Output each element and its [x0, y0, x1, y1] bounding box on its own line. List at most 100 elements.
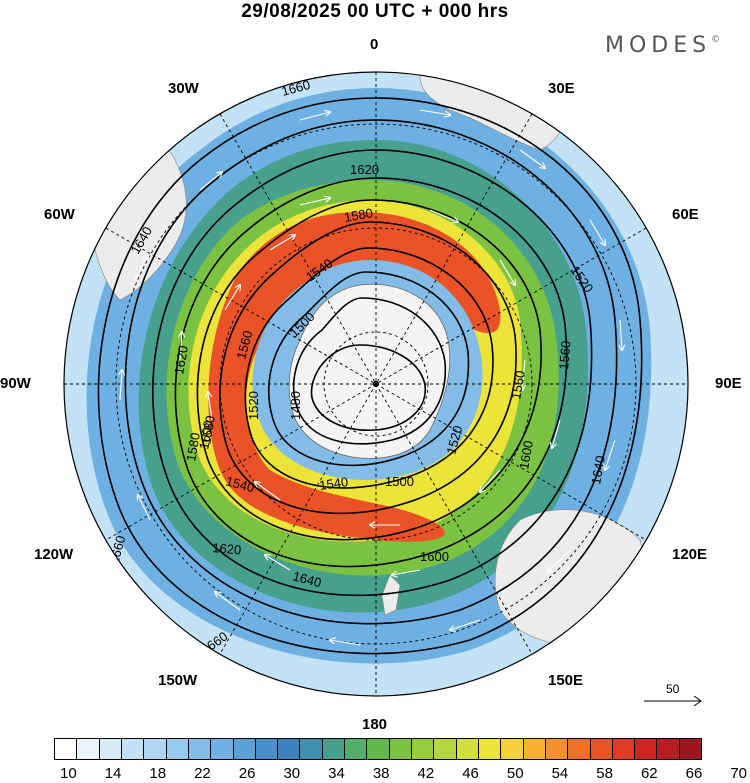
lon-label-60e: 60E [672, 206, 699, 223]
vector-scale-arrow [644, 695, 702, 707]
colorbar-swatch [478, 739, 502, 759]
colorbar-swatch [590, 739, 613, 759]
contour-label: 1580 [343, 205, 374, 225]
wind-vector [419, 109, 450, 115]
contour-1560 [219, 221, 517, 515]
colorbar-swatch [568, 739, 591, 759]
latitude-circle-outer [115, 123, 637, 645]
contour-1540 [244, 247, 494, 489]
wind-vector [224, 285, 240, 311]
contour-label: 1480 [288, 391, 303, 420]
colorbar [54, 738, 702, 760]
wind-vector [429, 209, 458, 222]
colorbar-tick-label: 62 [640, 765, 658, 782]
colorbar-swatch [99, 739, 122, 759]
colorbar-tick-label: 30 [283, 765, 301, 782]
wind-vector [480, 469, 501, 492]
brand-mark: © [711, 35, 721, 45]
south-pole-marker [373, 381, 379, 387]
wind-vector [620, 319, 622, 350]
colorbar-tick-label: 10 [60, 765, 77, 782]
brand-logo: MODES© [605, 33, 720, 58]
wind-vector [138, 495, 151, 521]
contour-label: 1600 [196, 419, 216, 450]
wind-vector [392, 569, 421, 575]
wind-vector [199, 172, 222, 191]
contour-label: 1520 [443, 424, 465, 456]
colorbar-swatch [55, 739, 78, 759]
colorbar-tick-label: 42 [417, 765, 435, 782]
colorbar-swatch [612, 739, 636, 759]
wind-vector [208, 392, 213, 421]
lon-label-30w: 30W [168, 80, 199, 97]
colorbar-swatch [255, 739, 279, 759]
colorbar-swatch [166, 739, 189, 759]
wind-vector [552, 419, 561, 448]
wind-vector [605, 439, 616, 470]
lon-label-60w: 60W [44, 206, 75, 223]
map-title: 29/08/2025 00 UTC + 000 hrs [241, 1, 509, 22]
colorbar-tick-label: 46 [462, 765, 479, 782]
colorbar-swatch [300, 739, 323, 759]
wind-vector [330, 640, 361, 646]
meridian-60w-120e [105, 227, 647, 541]
colorbar-swatch [211, 739, 234, 759]
wind-vector [180, 332, 182, 361]
colorbar-tick-label: 38 [372, 765, 390, 782]
colorbar-swatch [501, 739, 524, 759]
wind-vector [134, 255, 148, 281]
contour-label: 1540 [224, 473, 256, 495]
colorbar-labels: 10 14 18 22 26 30 34 38 42 46 50 54 58 62 66 70 [54, 765, 747, 783]
wind-vector [299, 198, 330, 206]
colorbar-tick-label: 18 [149, 765, 167, 782]
contour-1600 [174, 177, 568, 568]
lon-label-0: 0 [370, 36, 379, 53]
height-contours [97, 97, 643, 655]
lon-label-120w: 120W [34, 546, 74, 563]
colorbar-tick-label: 58 [596, 765, 613, 782]
colorbar-swatch [77, 739, 100, 759]
contour-label: 1560 [556, 340, 573, 370]
wind-vector [522, 359, 525, 390]
contour-1640 [124, 119, 618, 625]
wind-vectors [120, 109, 622, 646]
colorbar-swatch [456, 739, 479, 759]
colorbar-swatch [389, 739, 412, 759]
colorbar-tick-label: 50 [506, 765, 524, 782]
colorbar-swatch [412, 739, 435, 759]
contour-label: 1560 [233, 329, 255, 361]
colorbar-tick-label: 54 [551, 765, 569, 782]
wind-vector [120, 370, 122, 401]
contour-label: 1640 [588, 454, 608, 485]
wind-vector [499, 259, 515, 285]
colorbar-swatch [278, 739, 301, 759]
colorbar-swatch [523, 739, 546, 759]
wind-vector [548, 549, 571, 572]
wind-vector [215, 592, 241, 611]
lon-label-30e: 30E [548, 80, 575, 97]
lon-label-120e: 120E [672, 546, 708, 563]
contour-label: 1640 [291, 568, 323, 590]
latitude-circle-inner [323, 331, 429, 437]
contour-label: 1560 [508, 369, 528, 400]
lon-label-90w: 90W [0, 375, 31, 392]
colorbar-tick-label: 14 [104, 765, 122, 782]
new-zealand [381, 574, 401, 616]
colorbar-swatch [635, 739, 658, 759]
contour-1660 [97, 97, 643, 655]
contour-label: 1580 [198, 414, 218, 445]
wind-vector [269, 235, 295, 251]
contour-1580 [196, 199, 542, 541]
colorbar-swatch [367, 739, 390, 759]
contour-label: 1600 [420, 549, 449, 564]
contour-label: 1620 [212, 540, 242, 557]
contour-label: 1600 [516, 439, 536, 470]
colorbar-tick-label: 34 [328, 765, 345, 782]
contour-1620 [152, 149, 593, 597]
meridian-30e-150w [219, 113, 533, 655]
contour-1500 [292, 297, 447, 445]
contour-label: 1620 [350, 162, 379, 177]
contour-label: 1520 [246, 391, 261, 420]
colorbar-swatch [545, 739, 569, 759]
wind-vector [450, 619, 481, 630]
